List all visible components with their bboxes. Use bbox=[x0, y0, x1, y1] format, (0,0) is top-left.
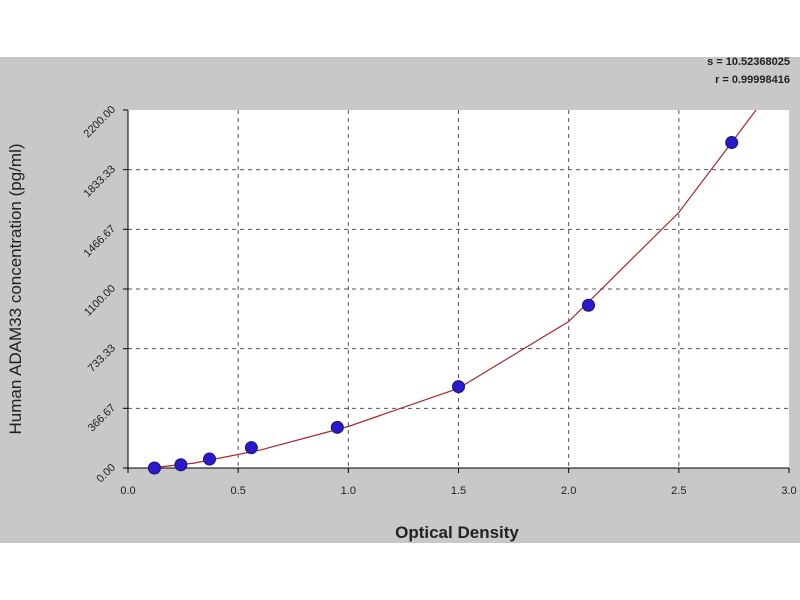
x-axis-title: Optical Density bbox=[395, 523, 519, 542]
x-tick-label: 2.5 bbox=[671, 485, 686, 497]
data-point bbox=[174, 458, 188, 472]
data-point bbox=[330, 420, 344, 434]
y-tick-label: 366.67 bbox=[86, 402, 118, 434]
x-tick-label: 1.0 bbox=[341, 485, 356, 497]
y-tick-label: 2200.00 bbox=[82, 104, 119, 141]
data-point bbox=[452, 380, 465, 394]
data-point bbox=[147, 461, 161, 475]
x-tick-label: 0.0 bbox=[120, 485, 135, 497]
y-tick-label: 1833.33 bbox=[82, 163, 119, 200]
stat-r: r = 0.99998416 bbox=[715, 74, 790, 86]
data-point bbox=[203, 452, 217, 466]
data-points bbox=[147, 136, 739, 475]
y-tick-label: 0.00 bbox=[94, 462, 118, 486]
y-axis-title: Human ADAM33 concentration (pg/ml) bbox=[6, 143, 25, 434]
x-tick-label: 0.5 bbox=[231, 485, 246, 497]
y-tick-label: 1100.00 bbox=[82, 283, 118, 319]
y-tick-label: 733.33 bbox=[86, 342, 118, 374]
data-point bbox=[725, 136, 739, 150]
x-tick-label: 3.0 bbox=[781, 485, 796, 497]
stat-s: s = 10.52368025 bbox=[707, 57, 790, 68]
data-point bbox=[244, 441, 258, 455]
data-point bbox=[581, 298, 595, 312]
chart: s = 10.52368025 r = 0.99998416 0.0 0.5 1.0… bbox=[6, 57, 797, 542]
x-tick-label: 2.0 bbox=[561, 485, 576, 497]
grid bbox=[128, 110, 789, 468]
x-tick-label: 1.5 bbox=[451, 485, 466, 497]
y-tick-label: 1466.67 bbox=[82, 223, 119, 260]
